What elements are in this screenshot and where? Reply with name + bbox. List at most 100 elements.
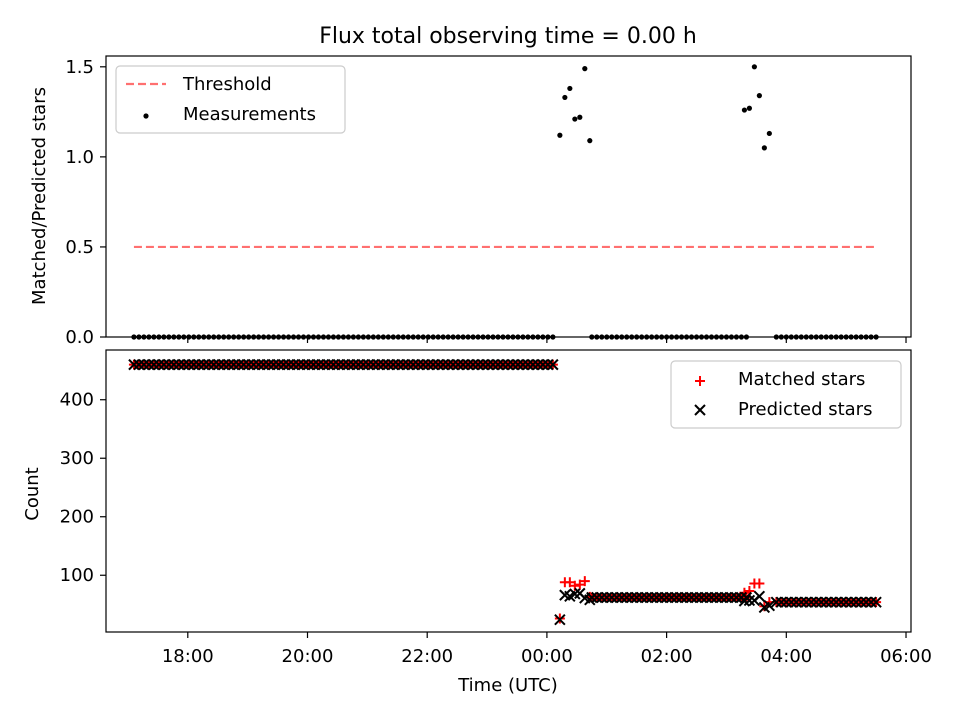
predicted-star-point [183,358,195,371]
predicted-star-point [222,358,235,371]
predicted-star-point [542,358,554,371]
predicted-star-point [262,358,275,371]
predicted-star-point [203,358,215,371]
count-y-axis: 100 200 300 400 [60,390,106,586]
predicted-star-point [362,358,375,371]
predicted-star-point [143,358,155,371]
predicted-star-point [835,596,847,608]
predicted-star-point [517,358,529,371]
count-plot-frame [105,349,912,633]
predicted-star-point [487,358,499,371]
y-tick-label: 300 [60,448,94,469]
predicted-star-point [596,591,608,604]
predicted-star-point [695,591,708,604]
predicted-star-point [865,596,877,608]
predicted-star-point [337,358,350,371]
matched-star-point [579,576,590,587]
ratio-panel: 0.0 0.5 1.0 1.5 Matched/Predicted stars Thr… [29,55,912,348]
predicted-legend-label: Predicted stars [738,399,872,420]
predicted-star-point [322,358,335,371]
predicted-star-point [282,358,295,371]
measurement-point [567,85,573,92]
predicted-star-point [815,596,827,608]
predicted-star-point [850,596,862,608]
predicted-star-point [163,358,175,371]
measurement-point [741,107,748,113]
predicted-star-point [302,358,315,371]
x-tick-label: 00:00 [521,646,573,667]
measurement-point [582,66,588,72]
predicted-star-point [392,358,404,371]
predicted-star-point [606,591,618,604]
predicted-star-point [753,590,766,603]
measurement-point [746,105,753,111]
predicted-star-point [730,591,743,604]
predicted-star-point [407,358,419,371]
chart-title: Flux total observing time = 0.00 h [319,24,697,49]
measurements-legend-swatch [143,113,149,119]
ratio-legend-box [115,65,346,134]
predicted-star-point [507,358,519,371]
matched-legend-swatch [695,376,705,386]
predicted-stars-series [128,358,882,626]
predicted-star-point [527,358,539,371]
predicted-star-point [830,596,842,608]
predicted-star-point [387,358,399,371]
predicted-star-point [472,358,484,371]
predicted-star-point [685,591,698,604]
predicted-star-point [547,358,559,371]
predicted-star-point [267,358,280,371]
y-tick-label: 1.0 [65,147,94,168]
ratio-y-axis: 0.0 0.5 1.0 1.5 [65,57,106,348]
predicted-star-point [665,591,678,604]
predicted-star-point [138,358,150,371]
predicted-star-point [640,591,653,604]
predicted-star-point [492,358,504,371]
x-tick-label: 04:00 [760,646,812,667]
predicted-star-point [442,358,454,371]
predicted-star-point [840,596,852,608]
predicted-star-point [327,358,340,371]
predicted-star-point [537,358,549,371]
predicted-star-point [635,591,648,604]
y-tick-label: 1.5 [65,57,94,78]
x-tick-label: 22:00 [401,646,453,667]
predicted-star-point [367,358,380,371]
predicted-star-point [690,591,703,604]
predicted-star-point [725,591,738,604]
measurement-point [766,130,772,137]
measurement-point [761,145,767,151]
predicted-star-point [158,358,170,371]
predicted-star-point [382,358,395,371]
measurement-point [577,114,583,120]
predicted-star-point [312,358,325,371]
predicted-star-point [775,596,788,608]
predicted-star-point [357,358,370,371]
predicted-star-point [700,591,713,604]
predicted-star-point [342,358,355,371]
predicted-star-point [743,594,756,607]
predicted-star-point [462,358,474,371]
predicted-star-point [297,358,310,371]
predicted-star-point [497,358,509,371]
predicted-star-point [417,358,429,371]
predicted-star-point [780,596,793,608]
predicted-star-point [620,591,633,604]
predicted-star-point [148,358,160,371]
x-tick-label: 06:00 [880,646,932,667]
predicted-star-point [720,591,733,604]
predicted-star-point [277,358,290,371]
predicted-star-point [372,358,385,371]
predicted-star-point [860,596,872,608]
predicted-star-point [397,358,409,371]
predicted-star-point [252,358,265,371]
predicted-star-point [770,596,783,608]
predicted-star-point [427,358,439,371]
ratio-x-axis [187,337,907,343]
predicted-star-point [477,358,489,371]
predicted-star-point [810,596,822,608]
predicted-star-point [611,591,623,604]
predicted-star-point [482,358,494,371]
predicted-star-point [208,358,220,371]
measurement-point [562,94,568,101]
